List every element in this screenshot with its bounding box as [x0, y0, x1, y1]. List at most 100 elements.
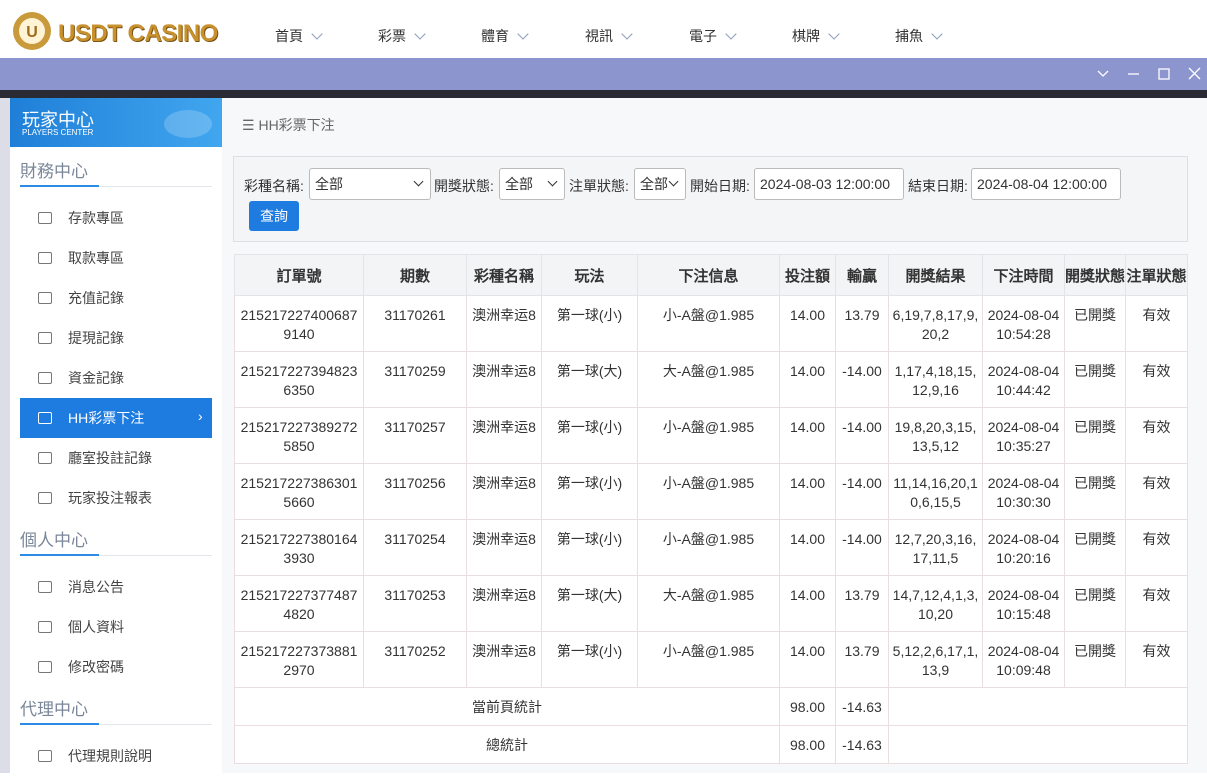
- cell: 13.79: [835, 631, 889, 688]
- cell: 有效: [1125, 575, 1188, 632]
- cell: 2152172273801643930: [234, 519, 364, 576]
- breadcrumb-text: HH彩票下注: [258, 117, 335, 133]
- background-strip: [0, 90, 1207, 98]
- menu-item[interactable]: 充值記錄: [68, 290, 124, 306]
- nav-item[interactable]: 棋牌: [792, 26, 838, 46]
- summary-empty: [888, 725, 1188, 764]
- nav-item[interactable]: 電子: [689, 26, 735, 46]
- summary-row: 當前頁統計 98.00 -14.63: [234, 687, 1188, 726]
- cell: 有效: [1125, 631, 1188, 688]
- menu-item[interactable]: 取款專區: [68, 250, 124, 266]
- nav-item[interactable]: 捕魚: [895, 26, 941, 46]
- menu-item[interactable]: 廳室投註記錄: [68, 450, 152, 466]
- cell: 2152172273948236350: [234, 351, 364, 408]
- cell: 2024-08-04 10:15:48: [982, 575, 1065, 632]
- nav-item[interactable]: 體育: [481, 26, 527, 46]
- menu-item[interactable]: 提現記錄: [68, 330, 124, 346]
- column-header: 開獎狀態: [1064, 254, 1126, 296]
- window-title-bar: [0, 58, 1207, 90]
- header-row: 訂單號 期數 彩種名稱 玩法 下注信息 投注額 輸贏 開獎結果 下注時間 開獎狀態 注單狀態: [234, 254, 1188, 296]
- cell: 澳洲幸运8: [466, 631, 542, 688]
- cell: 2024-08-04 10:54:28: [982, 295, 1065, 352]
- cell: 14.00: [779, 463, 836, 520]
- cell: 31170261: [363, 295, 467, 352]
- search-button[interactable]: 查詢: [249, 201, 299, 231]
- cell: 大-A盤@1.985: [637, 575, 780, 632]
- cell: -14.00: [835, 407, 889, 464]
- filter-select[interactable]: 全部: [499, 168, 565, 200]
- cell: 13.79: [835, 575, 889, 632]
- cell: 已開獎: [1064, 631, 1126, 688]
- data-row: 2152172273774874820 31170253 澳洲幸运8 第一球(大) 大-…: [234, 575, 1188, 632]
- menu-item[interactable]: 資金記錄: [68, 370, 124, 386]
- menu-arrow: ›: [198, 408, 203, 424]
- cell: 14,7,12,4,1,3,10,20: [888, 575, 983, 632]
- section-title: 個人中心: [20, 531, 88, 550]
- section-underline: [20, 723, 99, 725]
- cell: 小-A盤@1.985: [637, 463, 780, 520]
- cell: 31170257: [363, 407, 467, 464]
- menu-item[interactable]: 代理規則說明: [68, 748, 152, 764]
- menu-icon: [38, 372, 52, 384]
- section-underline: [20, 185, 99, 187]
- cell: 14.00: [779, 575, 836, 632]
- cell: -14.00: [835, 519, 889, 576]
- cell: 澳洲幸运8: [466, 575, 542, 632]
- nav-item[interactable]: 視訊: [585, 26, 631, 46]
- filter-label: 開獎狀態:: [434, 178, 494, 194]
- cell: 小-A盤@1.985: [637, 295, 780, 352]
- section-title: 財務中心: [20, 162, 88, 181]
- menu-icon: [38, 212, 52, 224]
- cell: -14.00: [835, 351, 889, 408]
- cell: 澳洲幸运8: [466, 519, 542, 576]
- cell: 小-A盤@1.985: [637, 407, 780, 464]
- data-row: 2152172273801643930 31170254 澳洲幸运8 第一球(小) 小-…: [234, 519, 1188, 576]
- cell: 2024-08-04 10:44:42: [982, 351, 1065, 408]
- cell: 14.00: [779, 631, 836, 688]
- cell: 已開獎: [1064, 295, 1126, 352]
- cell: 有效: [1125, 407, 1188, 464]
- filter-date[interactable]: 2024-08-03 12:00:00: [754, 168, 904, 200]
- window-controls[interactable]: [1090, 66, 1202, 82]
- cell: 14.00: [779, 519, 836, 576]
- summary-win: -14.63: [835, 725, 889, 764]
- cell: 有效: [1125, 351, 1188, 408]
- menu-item[interactable]: HH彩票下注: [20, 398, 212, 438]
- data-row: 2152172273738812970 31170252 澳洲幸运8 第一球(小) 小-…: [234, 631, 1188, 688]
- menu-item[interactable]: 個人資料: [68, 619, 124, 635]
- summary-empty: [888, 687, 1188, 726]
- column-header: 玩法: [541, 254, 638, 296]
- menu-item[interactable]: 修改密碼: [68, 659, 124, 675]
- cell: 13.79: [835, 295, 889, 352]
- menu-item[interactable]: 玩家投注報表: [68, 490, 152, 506]
- cell: 有效: [1125, 463, 1188, 520]
- column-header: 下注信息: [637, 254, 780, 296]
- logo[interactable]: USDT CASINO: [58, 20, 218, 47]
- menu-icon: [38, 750, 52, 762]
- menu-icon: [38, 412, 52, 424]
- section-line: [20, 555, 212, 556]
- cell: 2152172273892725850: [234, 407, 364, 464]
- menu-item[interactable]: 存款專區: [68, 210, 124, 226]
- cell: 5,12,2,6,17,1,13,9: [888, 631, 983, 688]
- filter-select[interactable]: 全部: [309, 168, 431, 200]
- cell: 2024-08-04 10:20:16: [982, 519, 1065, 576]
- menu-icon[interactable]: ☰: [242, 117, 259, 133]
- column-header: 期數: [363, 254, 467, 296]
- cell: 2152172273774874820: [234, 575, 364, 632]
- cell: 1,17,4,18,15,12,9,16: [888, 351, 983, 408]
- column-header: 輸贏: [835, 254, 889, 296]
- nav-item[interactable]: 彩票: [378, 26, 424, 46]
- cell: 有效: [1125, 295, 1188, 352]
- nav-item[interactable]: 首頁: [275, 26, 321, 46]
- menu-item[interactable]: 消息公告: [68, 579, 124, 595]
- cell: 已開獎: [1064, 463, 1126, 520]
- menu-icon: [38, 452, 52, 464]
- cell: 澳洲幸运8: [466, 351, 542, 408]
- cell: -14.00: [835, 463, 889, 520]
- filter-date[interactable]: 2024-08-04 12:00:00: [971, 168, 1121, 200]
- filter-label: 開始日期:: [690, 178, 750, 194]
- cell: 2152172273863015660: [234, 463, 364, 520]
- filter-select[interactable]: 全部: [634, 168, 686, 200]
- filter-label: 結束日期:: [908, 178, 968, 194]
